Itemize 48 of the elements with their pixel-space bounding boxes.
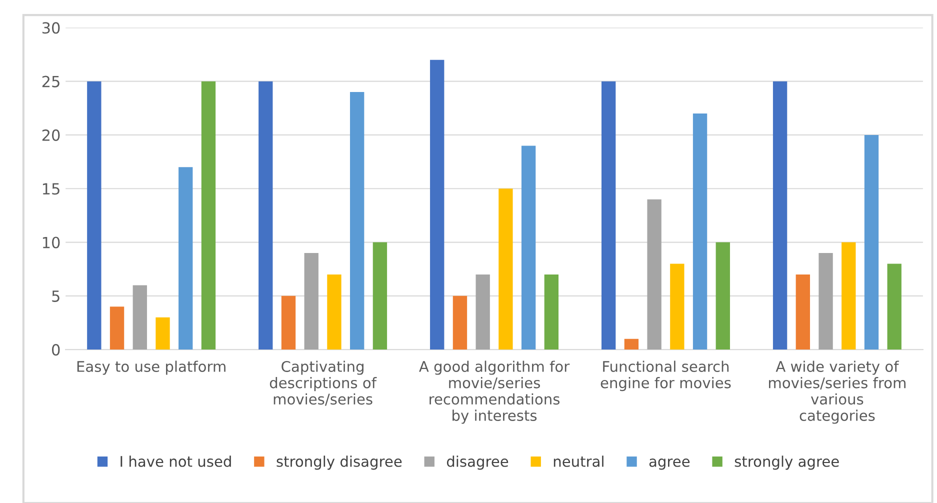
legend-label: agree	[649, 458, 690, 470]
bar	[110, 306, 124, 350]
y-tick-label: 25	[42, 76, 60, 88]
bar	[864, 134, 879, 350]
x-tick-label: A good algorithm for movie/series recommendations by interests	[419, 360, 570, 424]
bar	[521, 146, 536, 350]
bar	[156, 317, 170, 350]
x-tick-label: A wide variety of movies/series from various categories	[769, 360, 906, 424]
y-tick-label: 20	[42, 129, 60, 141]
bar	[601, 81, 616, 350]
bar	[430, 60, 444, 350]
bar	[304, 253, 318, 350]
bar	[887, 264, 902, 350]
x-tick-label: Captivating descriptions of movies/series	[270, 360, 377, 406]
bar	[772, 81, 788, 350]
bar	[670, 264, 684, 350]
x-tick-label: Easy to use platform	[77, 360, 226, 375]
x-tick-label: Functional search engine for movies	[600, 360, 731, 392]
bar	[476, 274, 490, 350]
bar	[452, 296, 468, 350]
bar	[647, 199, 662, 350]
bar	[544, 274, 559, 350]
bar	[372, 242, 388, 350]
bar	[327, 274, 342, 350]
bar	[624, 338, 639, 350]
bar	[350, 92, 364, 350]
y-tick-label: 10	[42, 236, 60, 248]
legend-label: strongly disagree	[276, 456, 402, 470]
bar	[716, 242, 730, 350]
bar	[201, 81, 216, 350]
bar	[498, 188, 513, 350]
y-tick-label: 15	[42, 183, 60, 195]
legend-label: I have not used	[120, 456, 231, 467]
legend-label: disagree	[446, 456, 508, 470]
y-tick-label: 5	[52, 290, 60, 302]
y-tick-label: 0	[52, 344, 60, 356]
bar	[87, 81, 102, 350]
bar	[281, 296, 296, 350]
bar	[132, 285, 147, 350]
bar	[258, 81, 273, 350]
bar	[178, 167, 193, 350]
legend-label: neutral	[554, 456, 604, 467]
bar	[796, 274, 810, 350]
bar	[818, 253, 833, 350]
bar	[842, 242, 856, 350]
bar	[692, 114, 708, 350]
y-tick-label: 30	[42, 22, 60, 34]
legend-label: strongly agree	[734, 456, 839, 470]
